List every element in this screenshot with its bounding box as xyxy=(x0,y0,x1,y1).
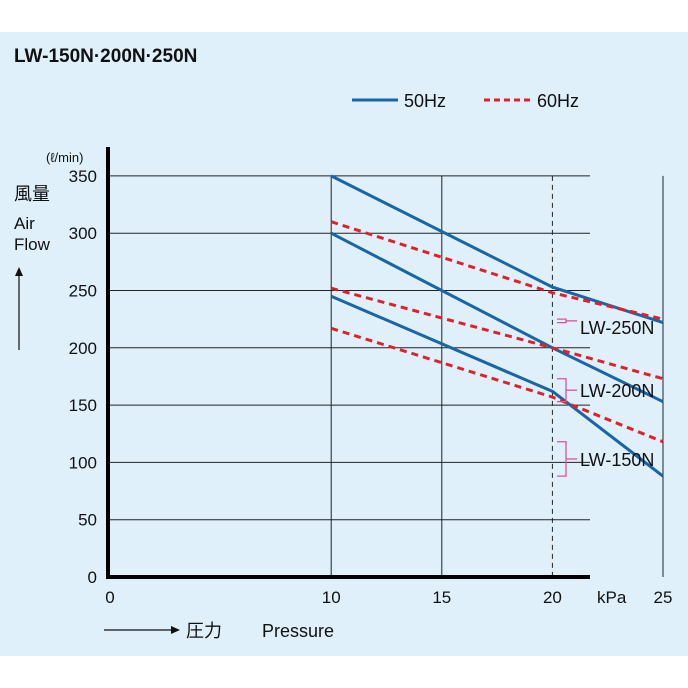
x-tick-label: 0 xyxy=(105,588,114,607)
y-label-en-2: Flow xyxy=(14,235,51,254)
y-arrow-icon xyxy=(15,267,23,350)
y-tick-label: 150 xyxy=(69,396,97,415)
x-arrow-icon xyxy=(104,626,180,634)
y-tick-label: 250 xyxy=(69,282,97,301)
x-label-en: Pressure xyxy=(262,621,334,641)
model-bracket xyxy=(557,318,567,324)
legend-60hz-label: 60Hz xyxy=(537,91,579,111)
y-label-jp: 風量 xyxy=(14,184,50,204)
x-tick-label: 25 xyxy=(654,588,673,607)
legend-50hz-label: 50Hz xyxy=(404,91,446,111)
y-tick-label: 350 xyxy=(69,167,97,186)
model-bracket xyxy=(557,441,567,477)
series-line-lw-150n-60hz xyxy=(330,326,664,444)
series-line-lw-150n-50hz xyxy=(330,294,664,478)
y-tick-label: 200 xyxy=(69,339,97,358)
series-line-lw-200n-60hz xyxy=(330,286,664,381)
x-label-jp: 圧力 xyxy=(186,621,222,641)
chart-title: LW-150N·200N·250N xyxy=(14,46,197,67)
model-label-lw-200n: LW-200N xyxy=(580,381,654,401)
y-unit-label: (ℓ/min) xyxy=(46,150,83,165)
series-line-lw-250n-50hz xyxy=(330,174,664,325)
x-tick-label: 10 xyxy=(322,588,341,607)
legend: 50Hz 60Hz xyxy=(352,91,579,111)
y-tick-label: 50 xyxy=(78,511,97,530)
x-tick-label: 15 xyxy=(432,588,451,607)
y-tick-label: 0 xyxy=(88,568,97,587)
x-unit-label: kPa xyxy=(597,588,627,607)
chart-panel xyxy=(0,32,688,656)
x-tick-label: 20 xyxy=(543,588,562,607)
y-tick-label: 300 xyxy=(69,224,97,243)
model-label-lw-150n: LW-150N xyxy=(580,450,654,470)
y-label-en-1: Air xyxy=(14,214,35,233)
series-line-lw-250n-60hz xyxy=(330,220,664,321)
y-tick-label: 100 xyxy=(69,453,97,472)
model-label-lw-250n: LW-250N xyxy=(580,318,654,338)
